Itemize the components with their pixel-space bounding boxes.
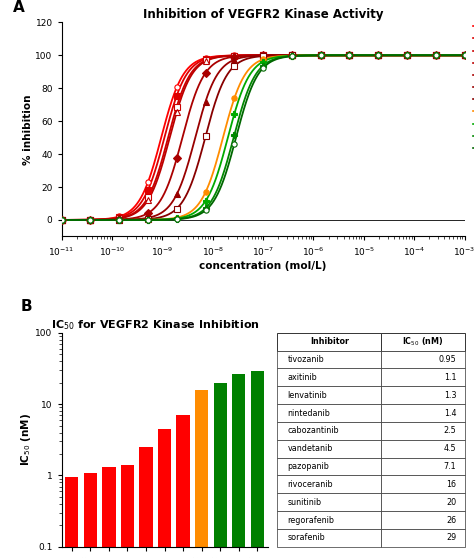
Bar: [214, 383, 227, 558]
Bar: [121, 465, 134, 558]
X-axis label: concentration (mol/L): concentration (mol/L): [200, 261, 327, 271]
Bar: [65, 477, 79, 558]
Bar: [176, 415, 190, 558]
Bar: [232, 374, 246, 558]
Text: IC$_{50}$ for VEGFR2 Kinase Inhibition: IC$_{50}$ for VEGFR2 Kinase Inhibition: [51, 319, 260, 333]
Text: A: A: [13, 0, 25, 15]
Title: Inhibition of VEGFR2 Kinase Activity: Inhibition of VEGFR2 Kinase Activity: [143, 8, 383, 21]
Bar: [102, 468, 116, 558]
Bar: [139, 447, 153, 558]
Y-axis label: IC$_{50}$ (nM): IC$_{50}$ (nM): [18, 413, 33, 466]
Bar: [158, 429, 171, 558]
Bar: [195, 389, 209, 558]
Bar: [84, 473, 97, 558]
Bar: [251, 371, 264, 558]
Y-axis label: % inhibition: % inhibition: [23, 94, 33, 165]
Text: B: B: [20, 299, 32, 314]
Legend: tivozanib, axitinib, lenvatinib, nintedanib, cabozantinib, vandetanib, pazopanib: tivozanib, axitinib, lenvatinib, ninteda…: [473, 22, 474, 153]
